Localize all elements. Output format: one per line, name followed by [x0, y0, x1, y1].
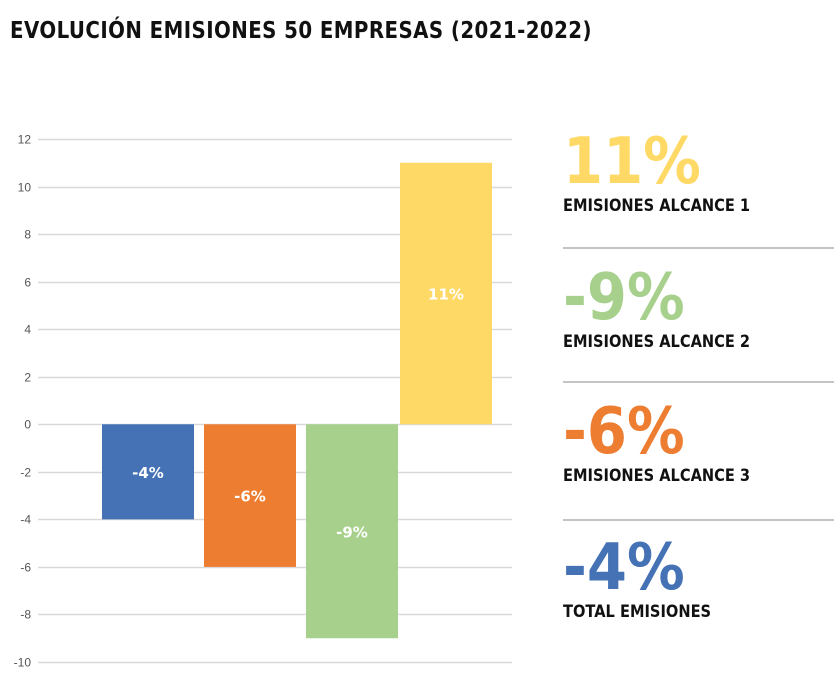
y-axis-ticks: 12 10 8 6 4 2 0 -2 -4 -6 -8 -10	[14, 133, 32, 670]
kpi-value: 11%	[563, 125, 701, 199]
kpi-value: -4%	[563, 531, 685, 605]
kpi-label: EMISIONES ALCANCE 3	[563, 466, 751, 486]
kpi-divider	[563, 381, 834, 383]
y-tick-label: -4	[20, 513, 31, 527]
kpi-alcance-2: -9% EMISIONES ALCANCE 2	[563, 266, 834, 352]
bar-emisiones-alcance-1	[400, 162, 492, 425]
kpi-value: -6%	[563, 395, 685, 469]
bars	[102, 162, 492, 639]
y-tick-label: 10	[18, 181, 32, 195]
bar-data-labels: -4% -6% -9% 11%	[132, 286, 464, 542]
y-tick-label: -10	[14, 656, 32, 670]
kpi-alcance-1: 11% EMISIONES ALCANCE 1	[563, 130, 834, 216]
y-tick-label: 6	[24, 276, 31, 290]
bar-data-label: 11%	[428, 286, 464, 304]
bar-total-emisiones	[102, 424, 194, 520]
bar-data-label: -4%	[132, 464, 164, 482]
y-tick-label: 12	[18, 133, 32, 147]
bar-data-label: -9%	[336, 523, 368, 541]
y-tick-label: 0	[24, 418, 31, 432]
kpi-label: TOTAL EMISIONES	[563, 602, 712, 622]
y-tick-label: 8	[24, 228, 31, 242]
kpi-label: EMISIONES ALCANCE 2	[563, 332, 751, 352]
bar-emisiones-alcance-3	[204, 424, 296, 567]
kpi-total: -4% TOTAL EMISIONES	[563, 536, 834, 622]
kpi-divider	[563, 519, 834, 521]
kpi-value: -9%	[563, 261, 685, 335]
y-tick-label: 2	[24, 371, 31, 385]
y-tick-label: -2	[20, 466, 31, 480]
y-tick-label: -8	[20, 608, 31, 622]
kpi-alcance-3: -6% EMISIONES ALCANCE 3	[563, 400, 834, 486]
chart-title: EVOLUCIÓN EMISIONES 50 EMPRESAS (2021-20…	[10, 18, 592, 44]
y-tick-label: 4	[24, 323, 31, 337]
bar-emisiones-alcance-2	[306, 424, 398, 639]
y-tick-label: -6	[20, 561, 31, 575]
bar-data-label: -6%	[234, 488, 266, 506]
kpi-label: EMISIONES ALCANCE 1	[563, 196, 751, 216]
kpi-divider	[563, 247, 834, 249]
